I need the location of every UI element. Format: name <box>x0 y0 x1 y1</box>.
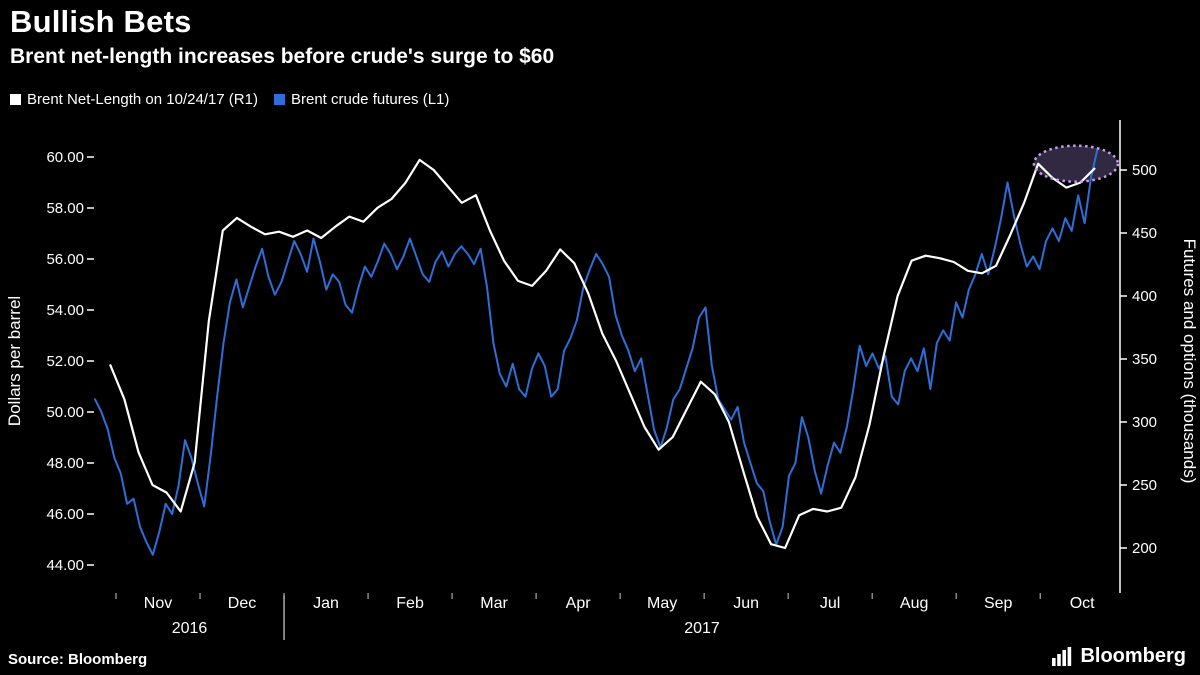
svg-text:Futures and options (thousands: Futures and options (thousands) <box>1180 239 1199 484</box>
svg-text:Nov: Nov <box>144 595 172 612</box>
svg-text:450: 450 <box>1132 225 1157 242</box>
svg-text:52.00: 52.00 <box>46 353 84 370</box>
page-title: Bullish Bets <box>10 4 192 39</box>
svg-text:Jun: Jun <box>733 595 759 612</box>
legend-swatch-crude <box>273 94 285 105</box>
svg-text:58.00: 58.00 <box>46 200 84 217</box>
svg-text:Mar: Mar <box>480 595 508 612</box>
svg-text:400: 400 <box>1132 288 1157 305</box>
svg-text:Jan: Jan <box>313 595 339 612</box>
chart-legend: Brent Net-Length on 10/24/17 (R1) Brent … <box>10 91 449 108</box>
svg-text:54.00: 54.00 <box>46 302 84 319</box>
svg-text:50.00: 50.00 <box>46 404 84 421</box>
svg-text:56.00: 56.00 <box>46 251 84 268</box>
svg-text:250: 250 <box>1132 477 1157 494</box>
bloomberg-logo-icon <box>1052 646 1072 666</box>
svg-text:Feb: Feb <box>396 595 424 612</box>
svg-text:2016: 2016 <box>172 620 208 637</box>
legend-item-net-length: Brent Net-Length on 10/24/17 (R1) <box>10 91 258 108</box>
svg-text:Sep: Sep <box>984 595 1013 612</box>
svg-text:500: 500 <box>1132 162 1157 179</box>
bloomberg-logo: Bloomberg <box>1051 645 1186 668</box>
svg-text:Dec: Dec <box>228 595 256 612</box>
svg-text:48.00: 48.00 <box>46 455 84 472</box>
bloomberg-logo-text: Bloomberg <box>1080 645 1186 667</box>
legend-swatch-net-length <box>10 94 21 105</box>
svg-text:Oct: Oct <box>1070 595 1095 612</box>
svg-text:May: May <box>647 595 677 612</box>
legend-item-crude: Brent crude futures (L1) <box>273 91 450 108</box>
svg-text:60.00: 60.00 <box>46 149 84 166</box>
svg-text:2017: 2017 <box>684 620 720 637</box>
source-note: Source: Bloomberg <box>8 651 148 668</box>
svg-text:Dollars per barrel: Dollars per barrel <box>5 296 24 426</box>
svg-text:200: 200 <box>1132 540 1157 557</box>
svg-text:Aug: Aug <box>900 595 928 612</box>
legend-label-net-length: Brent Net-Length on 10/24/17 (R1) <box>27 91 258 108</box>
legend-label-crude: Brent crude futures (L1) <box>290 91 450 108</box>
svg-text:Apr: Apr <box>566 595 592 612</box>
svg-text:46.00: 46.00 <box>46 506 84 523</box>
chart-subtitle: Brent net-length increases before crude'… <box>10 45 555 68</box>
svg-text:350: 350 <box>1132 351 1157 368</box>
svg-text:Jul: Jul <box>820 595 840 612</box>
svg-text:44.00: 44.00 <box>46 557 84 574</box>
line-chart: 60.00 58.00 56.00 54.00 52.00 50.00 48.00 46.00… <box>5 120 1199 640</box>
svg-text:300: 300 <box>1132 414 1157 431</box>
